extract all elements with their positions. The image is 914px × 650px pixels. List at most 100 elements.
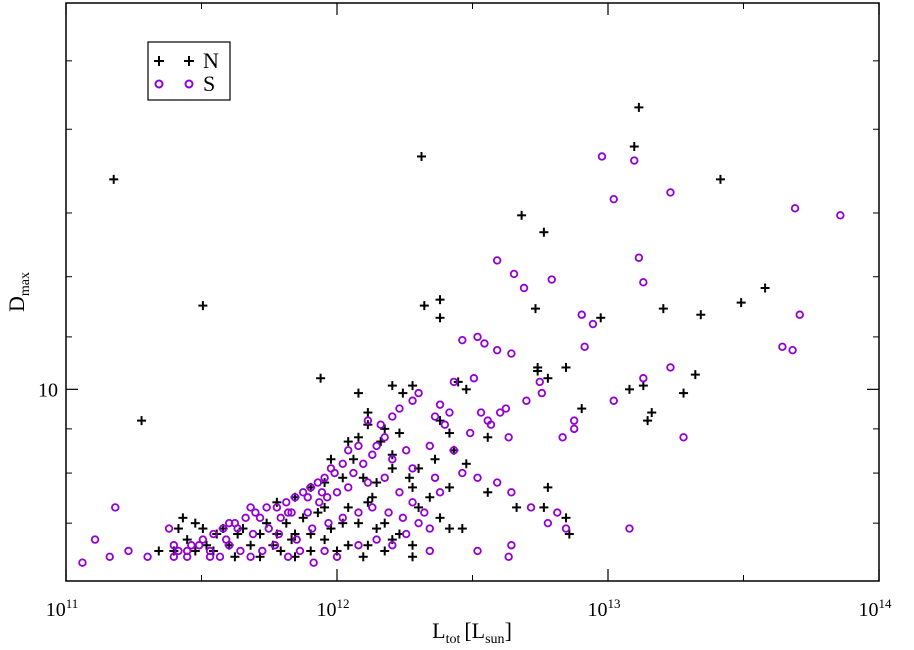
point-n bbox=[457, 524, 467, 534]
point-n bbox=[154, 546, 164, 556]
point-n bbox=[444, 428, 454, 438]
point-n bbox=[760, 283, 770, 293]
point-s bbox=[276, 513, 285, 523]
point-n bbox=[512, 502, 522, 512]
point-s bbox=[788, 345, 797, 355]
point-n bbox=[338, 473, 348, 483]
point-n bbox=[190, 518, 200, 528]
point-s bbox=[430, 412, 440, 421]
point-s bbox=[283, 552, 293, 561]
point-s bbox=[535, 377, 544, 387]
point-s bbox=[519, 283, 529, 293]
point-s bbox=[473, 546, 482, 556]
point-n bbox=[461, 459, 471, 469]
point-s bbox=[473, 473, 482, 482]
point-n bbox=[198, 301, 208, 311]
point-s bbox=[577, 310, 586, 319]
point-s bbox=[384, 508, 393, 517]
point-n bbox=[238, 524, 248, 534]
legend-marker-s bbox=[154, 79, 194, 89]
point-s bbox=[679, 433, 688, 442]
point-n bbox=[380, 546, 390, 556]
point-s bbox=[414, 388, 423, 398]
point-n bbox=[696, 310, 706, 320]
point-s bbox=[330, 468, 339, 478]
point-n bbox=[363, 497, 373, 507]
point-n bbox=[624, 384, 634, 394]
point-s bbox=[492, 256, 502, 265]
point-n bbox=[348, 454, 358, 464]
legend: N S bbox=[147, 41, 231, 101]
point-s bbox=[526, 503, 536, 512]
point-n bbox=[363, 408, 373, 418]
point-s bbox=[395, 404, 404, 413]
point-n bbox=[408, 540, 418, 550]
point-s bbox=[666, 188, 675, 197]
point-n bbox=[320, 535, 330, 545]
point-n bbox=[444, 482, 454, 492]
point-n bbox=[137, 416, 147, 426]
point-s bbox=[558, 433, 567, 442]
point-s bbox=[124, 546, 133, 556]
series-n-points bbox=[109, 102, 770, 562]
point-s bbox=[388, 455, 397, 464]
point-s bbox=[435, 488, 445, 497]
point-s bbox=[359, 459, 368, 468]
point-n bbox=[533, 366, 543, 376]
point-s bbox=[495, 408, 505, 417]
point-s bbox=[388, 412, 397, 421]
point-s bbox=[639, 278, 648, 287]
point-s bbox=[630, 156, 639, 165]
point-s bbox=[537, 388, 547, 398]
point-s bbox=[274, 529, 284, 539]
point-s bbox=[569, 416, 579, 425]
point-n bbox=[596, 313, 606, 323]
y-axis-label: Dmax bbox=[4, 272, 33, 312]
point-n bbox=[561, 362, 571, 372]
point-s bbox=[425, 441, 434, 451]
point-n bbox=[483, 487, 493, 497]
point-s bbox=[270, 541, 280, 550]
point-s bbox=[105, 552, 114, 561]
point-n bbox=[398, 388, 408, 398]
point-s bbox=[492, 345, 502, 355]
point-n bbox=[372, 524, 382, 534]
point-s bbox=[580, 342, 589, 352]
point-s bbox=[344, 483, 353, 492]
point-n bbox=[306, 546, 316, 556]
point-n bbox=[230, 552, 240, 562]
point-s bbox=[264, 524, 273, 533]
point-s bbox=[354, 508, 363, 517]
point-s bbox=[251, 508, 260, 517]
point-s bbox=[408, 498, 417, 507]
point-s bbox=[303, 493, 312, 502]
point-s bbox=[354, 541, 363, 550]
point-n bbox=[198, 524, 208, 534]
point-s bbox=[501, 404, 511, 413]
point-s bbox=[248, 529, 258, 539]
point-s bbox=[449, 377, 459, 387]
point-s bbox=[287, 508, 296, 517]
y-tick-label-0: 10 bbox=[38, 379, 58, 401]
point-s bbox=[246, 552, 255, 561]
point-n bbox=[173, 524, 183, 534]
point-s bbox=[332, 552, 342, 561]
point-s bbox=[236, 546, 245, 556]
point-n bbox=[543, 373, 553, 383]
point-n bbox=[483, 432, 493, 442]
point-n bbox=[530, 304, 540, 314]
point-s bbox=[507, 488, 516, 497]
point-s bbox=[272, 503, 282, 512]
point-s bbox=[169, 552, 179, 561]
point-s bbox=[292, 535, 301, 544]
point-n bbox=[358, 552, 368, 562]
point-s bbox=[283, 508, 293, 517]
point-s bbox=[298, 488, 308, 497]
point-s bbox=[338, 513, 347, 523]
point-s bbox=[425, 546, 434, 556]
point-s bbox=[401, 529, 411, 539]
point-n bbox=[358, 473, 368, 483]
point-n bbox=[435, 513, 445, 523]
x-axis-label: Ltot [Lsun] bbox=[432, 618, 512, 647]
